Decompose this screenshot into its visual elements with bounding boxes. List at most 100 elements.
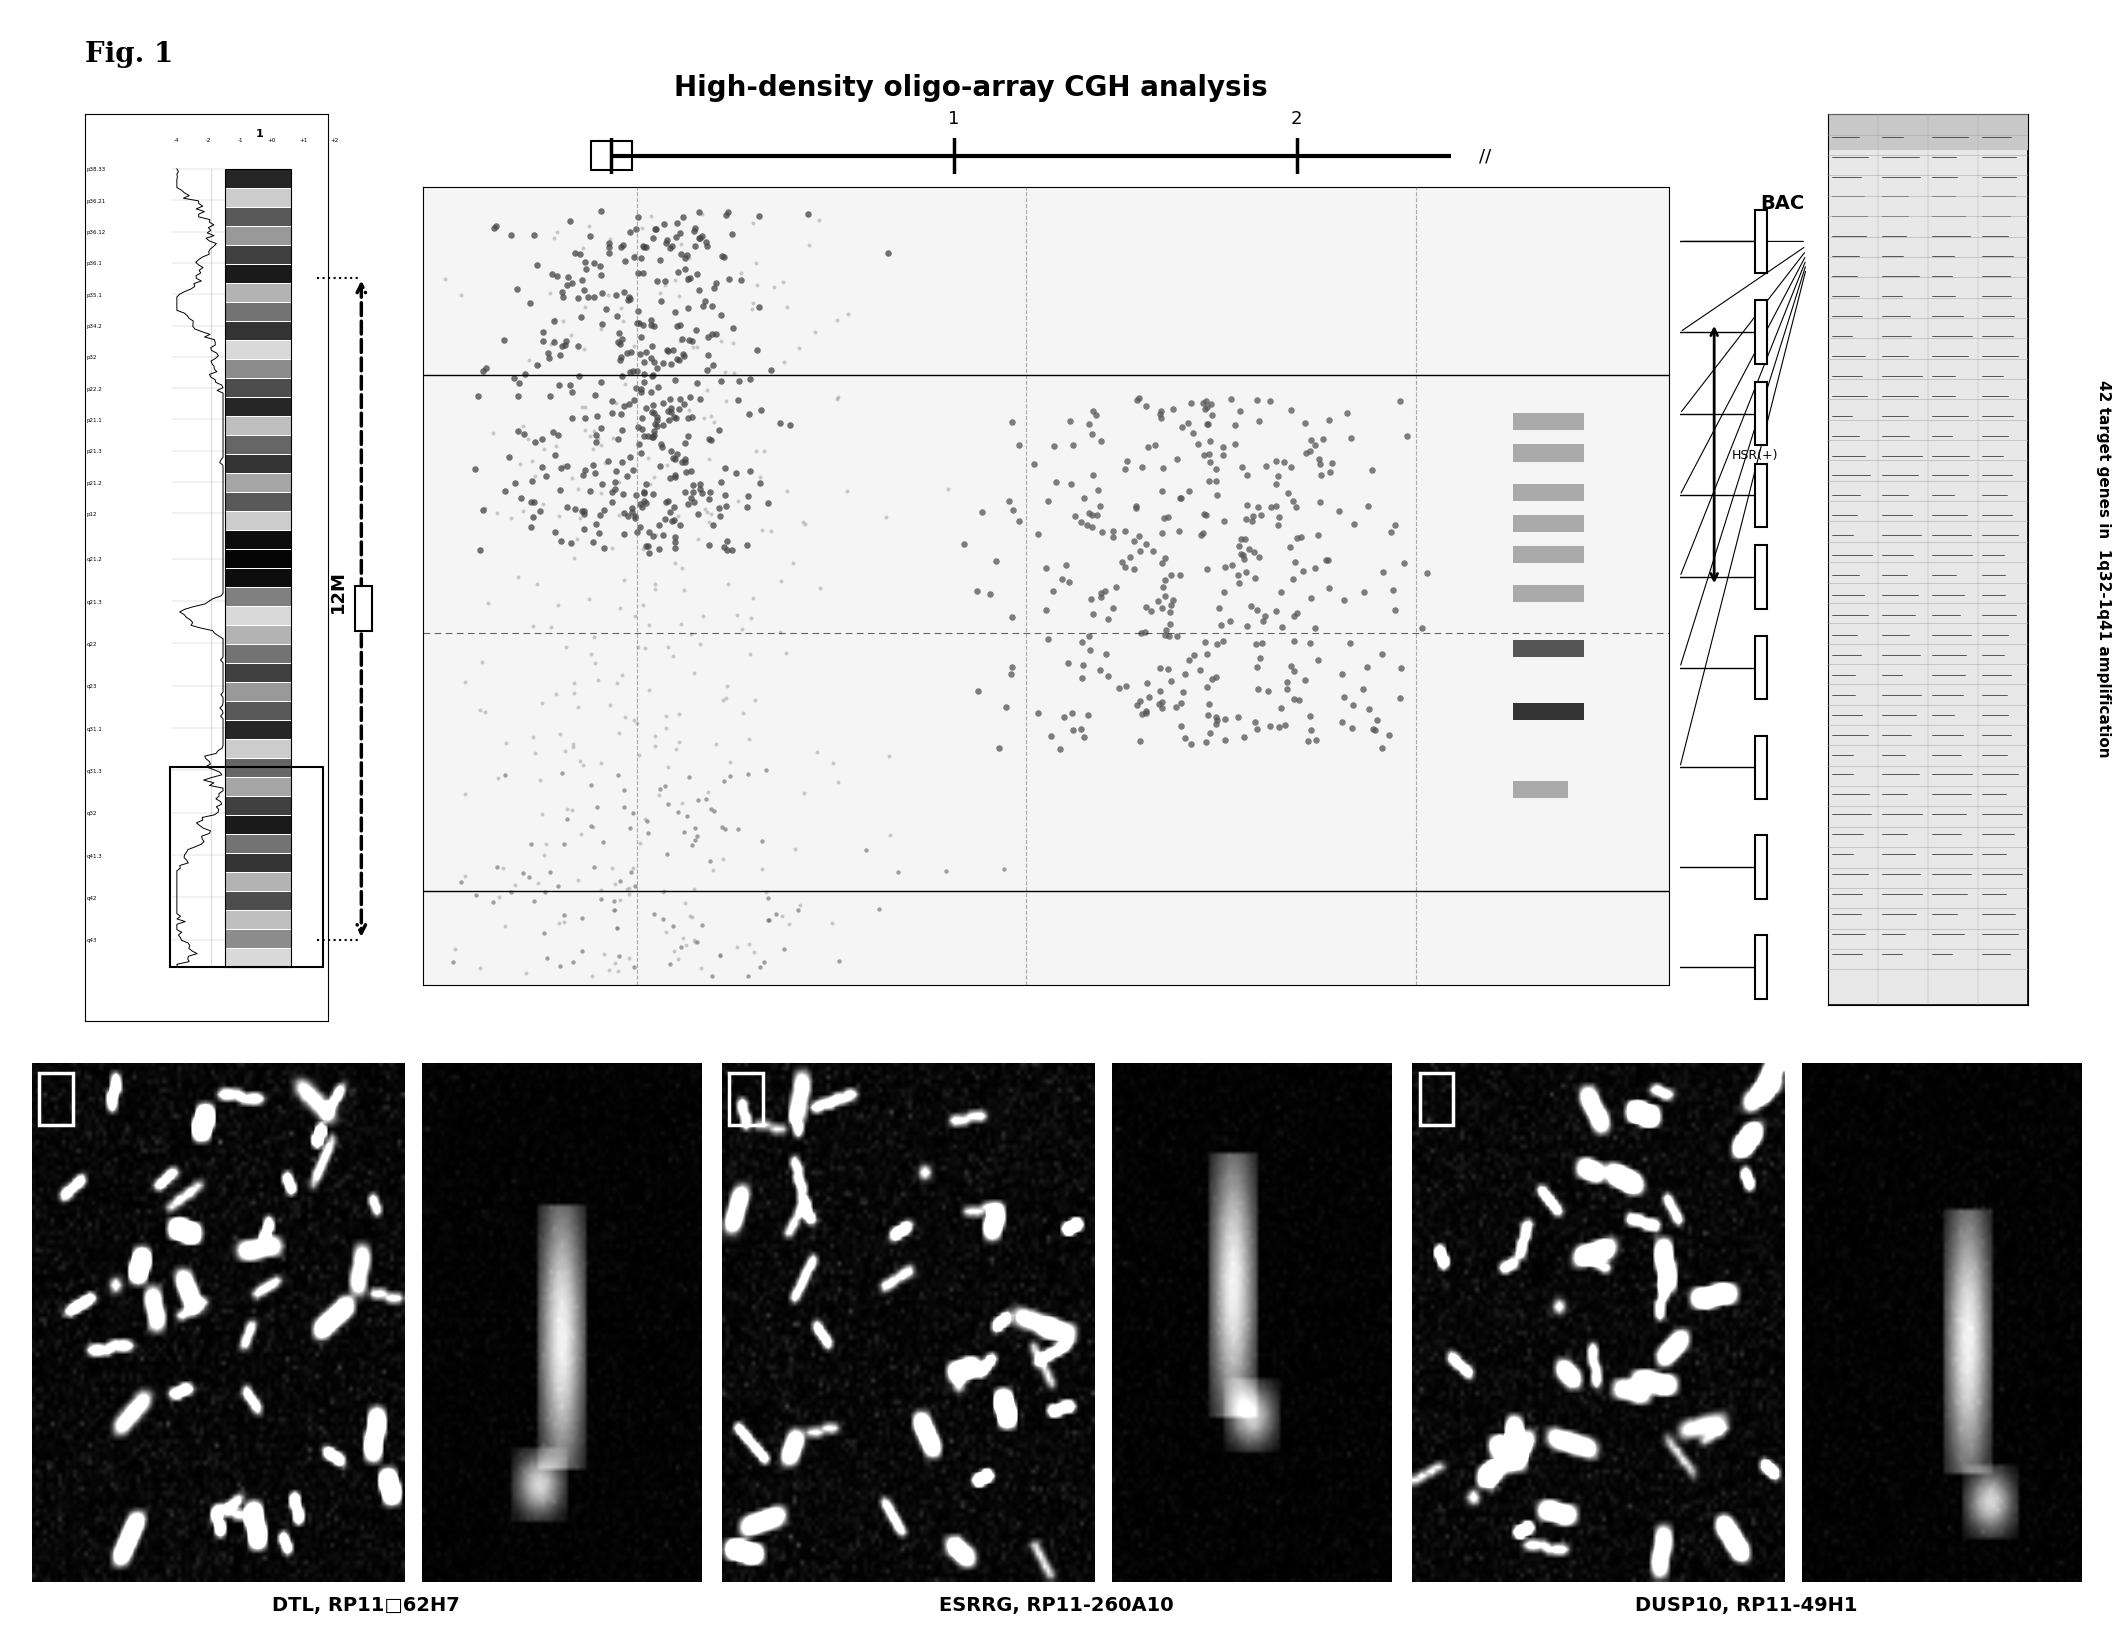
Point	[488, 478, 522, 504]
Point	[1190, 503, 1223, 529]
Point	[513, 832, 547, 859]
Bar	[226, 608, 292, 626]
Point	[577, 855, 611, 882]
Bar	[226, 778, 292, 796]
Point	[699, 270, 733, 297]
Point	[1071, 625, 1105, 651]
Bar	[226, 722, 292, 740]
Point	[695, 501, 729, 527]
Point	[636, 419, 670, 445]
Point	[676, 928, 710, 954]
Point	[1164, 562, 1198, 588]
Point	[1029, 597, 1063, 623]
Point	[640, 414, 674, 440]
Text: p21.1: p21.1	[87, 417, 104, 424]
Point	[1346, 677, 1380, 704]
Point	[1299, 555, 1333, 582]
Point	[1175, 420, 1209, 447]
Point	[604, 295, 638, 321]
Point	[577, 437, 611, 463]
Point	[1357, 717, 1390, 743]
Point	[1238, 565, 1272, 592]
Point	[501, 277, 535, 303]
Point	[583, 415, 617, 442]
Point	[577, 625, 611, 651]
Point	[746, 517, 780, 544]
Point	[556, 270, 590, 297]
Point	[437, 949, 471, 976]
Point	[1152, 504, 1185, 531]
Point	[767, 936, 801, 962]
Point	[467, 498, 501, 524]
Point	[1183, 522, 1217, 549]
Point	[602, 720, 636, 747]
Point	[617, 801, 651, 827]
Point	[668, 447, 702, 473]
Point	[568, 417, 602, 443]
Point	[1253, 494, 1287, 521]
Point	[1190, 674, 1223, 700]
Point	[689, 234, 723, 260]
Point	[731, 532, 765, 559]
Bar	[1756, 382, 1766, 447]
Point	[721, 387, 754, 414]
Point	[600, 915, 634, 941]
Point	[1278, 549, 1312, 575]
Point	[1276, 488, 1310, 514]
Point	[710, 203, 744, 229]
Point	[1145, 691, 1179, 717]
Bar	[355, 587, 372, 631]
Point	[543, 504, 577, 531]
Point	[1088, 641, 1122, 667]
Point	[463, 956, 497, 982]
Point	[663, 232, 697, 259]
Point	[1156, 588, 1190, 615]
Point	[1240, 631, 1274, 658]
Point	[596, 489, 630, 516]
Point	[617, 873, 651, 900]
Point	[503, 371, 537, 397]
Point	[1316, 450, 1350, 476]
Point	[611, 503, 644, 529]
Point	[702, 496, 735, 522]
Point	[560, 868, 594, 895]
Point	[1261, 513, 1295, 539]
Point	[1194, 428, 1228, 455]
Point	[1128, 700, 1162, 727]
Point	[1350, 654, 1384, 681]
Point	[657, 550, 691, 577]
Point	[1198, 664, 1232, 691]
Point	[613, 443, 647, 470]
Point	[678, 816, 712, 842]
Point	[1221, 564, 1255, 590]
Point	[691, 377, 725, 404]
Point	[763, 410, 797, 437]
Point	[1130, 671, 1164, 697]
Point	[1054, 700, 1088, 727]
Point	[672, 765, 706, 791]
Point	[630, 491, 663, 517]
Point	[596, 480, 630, 506]
Text: BAC: BAC	[1760, 193, 1805, 213]
Point	[625, 476, 659, 503]
Bar	[1828, 115, 2028, 152]
Point	[1154, 669, 1188, 695]
Point	[710, 389, 744, 415]
Point	[604, 234, 638, 260]
Point	[666, 555, 699, 582]
Point	[602, 348, 636, 374]
Point	[547, 308, 581, 335]
Point	[537, 328, 571, 354]
Point	[1293, 717, 1327, 743]
Point	[1145, 695, 1179, 722]
Point	[678, 318, 712, 344]
Point	[668, 448, 702, 475]
Point	[653, 466, 687, 493]
Point	[714, 763, 748, 789]
Point	[1149, 618, 1183, 644]
Point	[649, 269, 682, 295]
Point	[1090, 606, 1124, 633]
Point	[676, 480, 710, 506]
Point	[488, 913, 522, 939]
Point	[676, 661, 710, 687]
